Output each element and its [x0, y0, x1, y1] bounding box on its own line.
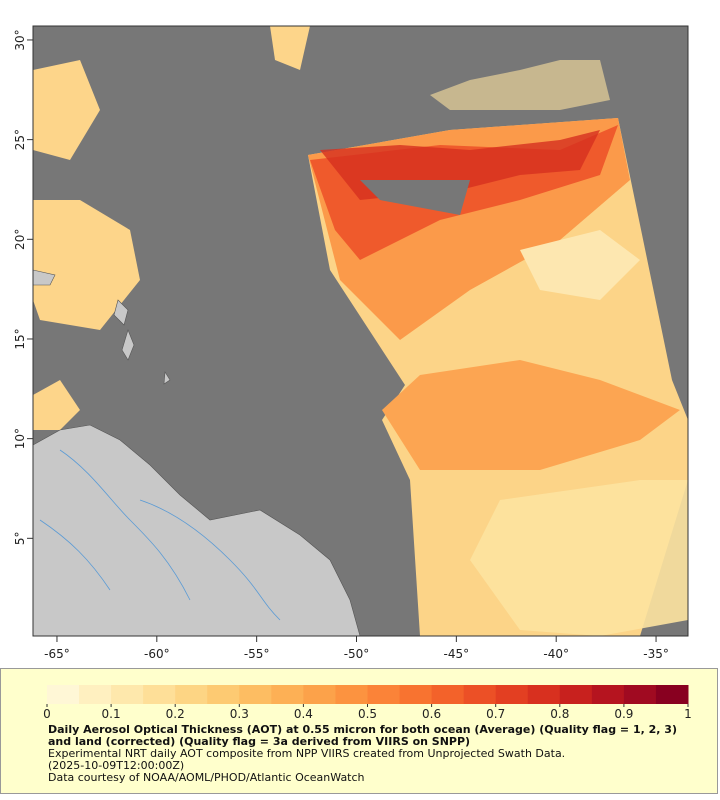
colorbar-swatch [367, 685, 401, 704]
colorbar-tick-label: 0.1 [102, 707, 121, 721]
colorbar-swatch [623, 685, 657, 704]
y-tick-label: 10° [13, 428, 27, 449]
colorbar-swatch [271, 685, 304, 704]
colorbar-swatch [495, 685, 529, 704]
colorbar-swatch [175, 685, 208, 704]
x-tick-label: -65° [44, 647, 70, 661]
y-tick-label: 20° [13, 229, 27, 250]
colorbar-tick-label: 0.4 [294, 707, 313, 721]
colorbar-swatch [239, 685, 272, 704]
caption: Daily Aerosol Optical Thickness (AOT) at… [48, 724, 688, 784]
colorbar-tick-label: 0.6 [422, 707, 441, 721]
colorbar-tick-label: 0 [43, 707, 51, 721]
colorbar-swatch [207, 685, 240, 704]
rivers [39, 449, 281, 621]
x-tick-label: -40° [543, 647, 569, 661]
caption-title: Daily Aerosol Optical Thickness (AOT) at… [48, 723, 677, 748]
colorbar-swatch [655, 685, 689, 704]
colorbar-tick-label: 0.7 [486, 707, 505, 721]
x-tick-label: -45° [444, 647, 470, 661]
colorbar-tick-label: 0.3 [230, 707, 249, 721]
colorbar-swatch [463, 685, 497, 704]
colorbar-tick-label: 1 [684, 707, 692, 721]
colorbar-swatch [47, 685, 80, 704]
colorbar-swatch [431, 685, 465, 704]
colorbar-swatch [399, 685, 433, 704]
caption-line: (2025-10-09T12:00:00Z) [48, 759, 185, 772]
colorbar-tick-label: 0.9 [614, 707, 633, 721]
y-tick-label: 30° [13, 29, 27, 50]
colorbar-swatch [559, 685, 593, 704]
x-tick-label: -50° [344, 647, 370, 661]
x-tick-label: -60° [144, 647, 170, 661]
x-tick-label: -55° [244, 647, 270, 661]
colorbar-tick-label: 0.8 [550, 707, 569, 721]
colorbar-swatch [335, 685, 368, 704]
x-tick-label: -35° [643, 647, 669, 661]
y-tick-label: 5° [13, 531, 27, 545]
y-tick-label: 15° [13, 328, 27, 349]
colorbar-tick-label: 0.5 [358, 707, 377, 721]
colorbar-tick-label: 0.2 [166, 707, 185, 721]
colorbar-swatch [591, 685, 625, 704]
colorbar-swatch [527, 685, 561, 704]
colorbar-swatch [79, 685, 112, 704]
aerosol-field [33, 26, 688, 636]
map-frame [32, 25, 689, 637]
y-tick-label: 25° [13, 129, 27, 150]
caption-line: Data courtesy of NOAA/AOML/PHOD/Atlantic… [48, 771, 365, 784]
colorbar-swatch [303, 685, 336, 704]
caption-line: Experimental NRT daily AOT composite fro… [48, 747, 566, 760]
colorbar-swatch [143, 685, 176, 704]
colorbar-swatch [111, 685, 144, 704]
